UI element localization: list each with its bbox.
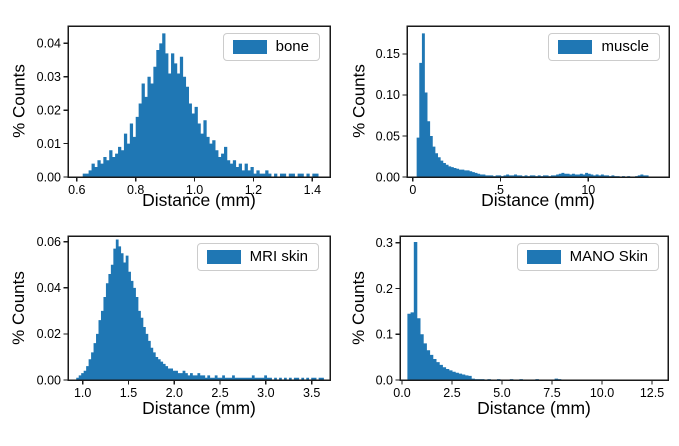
legend-muscle: muscle	[548, 33, 660, 61]
y-tick-label: 0.06	[37, 235, 61, 249]
y-tick-label: 0.3	[376, 236, 393, 250]
axes-frame	[67, 235, 331, 381]
subplot-mri-skin: 1.0 1.5 2.0 2.5 3.0 3.5 0.00 0.02 0.04 0.06 % Cou…	[0, 223, 340, 446]
legend-label: MRI skin	[249, 248, 308, 265]
y-tick-label: 0.02	[37, 327, 61, 341]
x-tick-label: 2.5	[211, 386, 228, 400]
x-tick-label: 1.0	[186, 183, 203, 197]
x-tick-label: 5.0	[493, 386, 510, 400]
y-tick-label: 0.10	[376, 88, 400, 102]
y-tick-label: 0.02	[37, 103, 61, 117]
y-tick-label: 0.04	[37, 281, 61, 295]
subplot-bone: 0.6 0.8 1.0 1.2 1.4 0.00 0.01 0.02 0.03 0.04 % Co…	[0, 0, 340, 223]
subplot-muscle: 0 5 10 0.00 0.05 0.10 0.15 % Counts Distance (…	[340, 0, 679, 223]
y-tick-label: 0.2	[376, 282, 393, 296]
x-axis-label: Distance (mm)	[477, 398, 591, 418]
legend-label: muscle	[601, 38, 649, 55]
y-tick-label: 0.1	[376, 328, 393, 342]
x-tick-label: 1.2	[245, 183, 262, 197]
x-tick-label: 0.6	[68, 183, 85, 197]
legend-bone: bone	[222, 33, 320, 61]
histogram-bars	[76, 239, 324, 380]
legend-label: bone	[275, 38, 309, 55]
legend-mri-skin: MRI skin	[196, 243, 319, 271]
plot-canvas-muscle: 0 5 10 0.00 0.05 0.10 0.15	[376, 25, 670, 197]
x-tick-label: 2.5	[443, 386, 460, 400]
histogram-bars	[82, 33, 319, 177]
plot-canvas-mano-skin: 0.0 2.5 5.0 7.5 10.0 12.5 0.0 0.1 0.2 0.3	[376, 235, 669, 400]
plot-canvas-mri-skin: 1.0 1.5 2.0 2.5 3.0 3.5 0.00 0.02 0.04 0.06	[37, 235, 331, 400]
legend-swatch	[558, 40, 593, 54]
x-tick-label: 2.0	[166, 386, 183, 400]
x-tick-label: 1.5	[120, 386, 137, 400]
x-tick-label: 10	[581, 183, 595, 197]
y-tick-label: 0.03	[37, 70, 61, 84]
y-tick-label: 0.00	[37, 170, 61, 184]
y-tick-label: 0.01	[37, 137, 61, 151]
x-tick-label: 1.4	[304, 183, 321, 197]
y-tick-label: 0.00	[376, 170, 400, 184]
y-tick-label: 0.15	[376, 47, 400, 61]
x-tick-label: 12.5	[640, 386, 664, 400]
x-tick-label: 10.0	[590, 386, 614, 400]
x-tick-label: 0.8	[127, 183, 144, 197]
plot-canvas-bone: 0.6 0.8 1.0 1.2 1.4 0.00 0.01 0.02 0.03 0.04	[37, 25, 331, 197]
histogram-bars	[416, 33, 649, 177]
x-tick-label: 3.5	[303, 386, 320, 400]
axes-frame	[67, 25, 331, 178]
legend-mano-skin: MANO Skin	[516, 243, 659, 271]
x-axis-label: Distance (mm)	[142, 398, 256, 418]
axes-frame	[399, 235, 669, 381]
y-tick-label: 0.00	[37, 373, 61, 387]
legend-swatch	[526, 250, 561, 264]
x-tick-label: 0.0	[393, 386, 410, 400]
legend-label: MANO Skin	[569, 248, 648, 265]
y-axis-label: % Counts	[349, 64, 369, 138]
histogram-bars	[407, 241, 568, 380]
x-tick-label: 3.0	[257, 386, 274, 400]
x-tick-label: 7.5	[543, 386, 560, 400]
x-axis-label: Distance (mm)	[142, 190, 256, 210]
subplot-mano-skin: 0.0 2.5 5.0 7.5 10.0 12.5 0.0 0.1 0.2 0.3 % Count…	[340, 223, 679, 446]
y-tick-label: 0.0	[376, 373, 393, 387]
y-tick-label: 0.04	[37, 37, 61, 51]
y-tick-label: 0.05	[376, 129, 400, 143]
x-axis-label: Distance (mm)	[481, 190, 595, 210]
y-axis-label: % Counts	[9, 64, 29, 138]
x-tick-label: 1.0	[74, 386, 91, 400]
y-axis-label: % Counts	[9, 271, 28, 345]
legend-swatch	[232, 40, 267, 54]
y-axis-label: % Counts	[349, 271, 368, 345]
x-tick-label: 0	[409, 183, 416, 197]
legend-swatch	[206, 250, 241, 264]
x-tick-label: 5	[497, 183, 504, 197]
axes-frame	[406, 25, 670, 178]
